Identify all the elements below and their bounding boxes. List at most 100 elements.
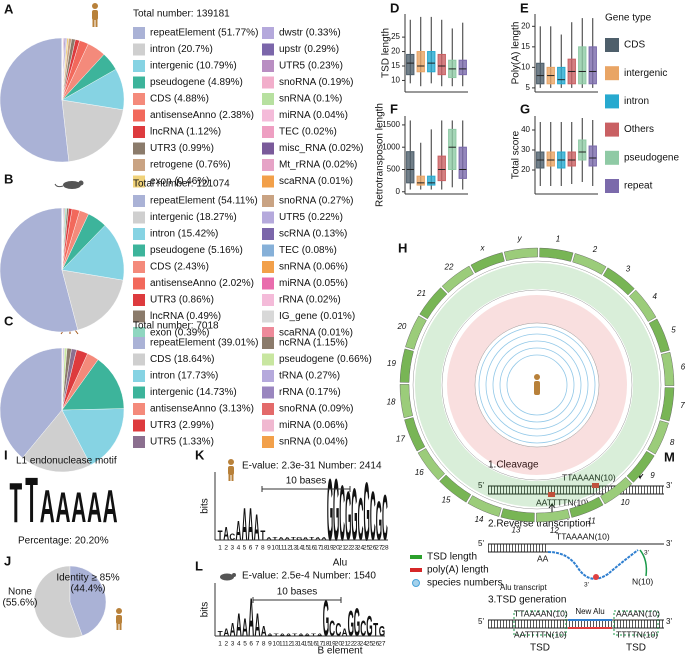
x-tick-label: 15 <box>302 545 310 552</box>
legend-label: pseudogene <box>624 152 679 163</box>
mouse-icon <box>54 180 84 189</box>
legend-label: UTR5 (0.22%) <box>279 212 343 223</box>
y-tick-label: 1500 <box>382 120 400 129</box>
legend-label: TSD length <box>427 552 477 563</box>
track-border <box>474 322 600 448</box>
legend-label: rRNA (0.17%) <box>279 387 341 398</box>
legend-label: exon (0.46%) <box>150 176 209 187</box>
legend-label: snoRNA (0.19%) <box>279 77 353 88</box>
strand-end: 3' <box>584 582 589 589</box>
legend-label: snoRNA (0.09%) <box>279 404 353 415</box>
y-tick-label: 40 <box>521 125 530 134</box>
track <box>447 295 627 475</box>
chromosome-label: 4 <box>653 292 658 301</box>
step-title: 3.TSD generation <box>488 595 566 606</box>
legend-swatch <box>133 310 145 323</box>
legend-label: UTR3 (0.99%) <box>150 143 214 154</box>
legend-label: intron (20.7%) <box>150 44 213 55</box>
box <box>536 62 545 85</box>
logo-letter: T <box>25 465 38 536</box>
pie-title: Total number: 121074 <box>133 179 230 190</box>
legend-swatch <box>262 159 274 171</box>
x-axis-label: B element <box>317 646 362 657</box>
logo-letter: A <box>230 619 236 640</box>
x-tick-label: 9 <box>267 545 271 552</box>
pie-slice <box>61 225 125 281</box>
x-tick-label: 5 <box>243 641 247 648</box>
legend-swatch <box>133 327 145 339</box>
legend-label: CDS <box>624 40 645 51</box>
mouse-icon <box>220 573 236 581</box>
x-tick-label: 11 <box>279 641 286 648</box>
legend-swatch <box>133 93 145 105</box>
chromosome-band <box>404 417 426 452</box>
y-tick-label: 20 <box>521 165 530 174</box>
legend-swatch <box>262 195 274 207</box>
panel-label: C <box>4 313 14 328</box>
logo-letter: A <box>254 607 260 644</box>
x-tick-label: 3 <box>231 641 235 648</box>
chromosome-band <box>467 495 502 517</box>
y-tick-label: 15 <box>391 61 400 70</box>
legend-swatch <box>133 60 145 72</box>
x-tick-label: 19 <box>326 545 334 552</box>
x-tick-label: 20 <box>332 545 340 552</box>
box <box>567 151 576 167</box>
panel-label: A <box>4 1 14 16</box>
legend-label: misc_RNA (0.02%) <box>279 143 363 154</box>
legend-swatch <box>133 175 145 188</box>
cleavage-site <box>548 492 555 497</box>
logo-letter: C <box>358 487 364 554</box>
legend-label: pseudogene (4.89%) <box>150 77 243 88</box>
legend-label: poly(A) length <box>427 565 489 576</box>
track <box>506 354 568 416</box>
box <box>437 53 446 76</box>
chromosome-band <box>648 318 670 353</box>
legend-label: TEC (0.08%) <box>279 245 337 256</box>
legend-swatch <box>133 159 145 171</box>
legend-swatch <box>133 419 145 432</box>
pie-slice <box>0 347 63 459</box>
logo-letter: T <box>274 633 279 637</box>
logo-letter: A <box>223 627 229 639</box>
legend-label: antisenseAnno (3.13%) <box>150 404 254 415</box>
logo-letter: T <box>309 536 314 541</box>
legend-label: pseudogene (0.66%) <box>279 354 372 365</box>
legend-swatch <box>262 277 274 290</box>
slice-label: None <box>8 587 32 598</box>
chromosome-label: 2 <box>592 245 598 254</box>
chromosome-band <box>602 267 635 296</box>
chromosome-band <box>626 450 655 483</box>
x-tick-label: 28 <box>381 545 389 552</box>
legend-swatch <box>605 150 619 165</box>
legend-label: lncRNA (1.12%) <box>150 127 221 138</box>
logo-letter: A <box>342 627 348 639</box>
legend-swatch <box>262 93 274 105</box>
x-tick-label: 3 <box>230 545 234 552</box>
legend-label: repeat <box>624 181 653 192</box>
x-tick-label: 26 <box>372 641 380 648</box>
y-axis-label: bits <box>200 498 211 514</box>
legend-swatch <box>133 211 145 224</box>
logo-letter: A <box>103 481 118 533</box>
chromosome-band <box>539 247 574 262</box>
logo-letter: T <box>291 536 296 541</box>
track <box>499 347 575 423</box>
x-tick-label: 25 <box>366 641 374 648</box>
chromosome-band <box>600 477 633 505</box>
pie-title: Total number: 139181 <box>133 9 230 20</box>
track <box>415 263 659 507</box>
chromosome-band <box>439 474 472 503</box>
box <box>437 155 446 182</box>
center-icon <box>534 374 540 380</box>
logo-letter: A <box>267 633 273 637</box>
legend-label: intron (15.42%) <box>150 229 218 240</box>
chromosome-band <box>500 508 535 523</box>
logo-letter: T <box>311 633 316 637</box>
y-tick-label: 0 <box>396 187 401 196</box>
x-tick-label: 27 <box>378 641 386 648</box>
y-tick-label: 25 <box>391 32 400 41</box>
n10-strand <box>639 549 648 577</box>
logo-letter: G <box>351 474 357 557</box>
chromosome-label: 18 <box>387 397 396 406</box>
